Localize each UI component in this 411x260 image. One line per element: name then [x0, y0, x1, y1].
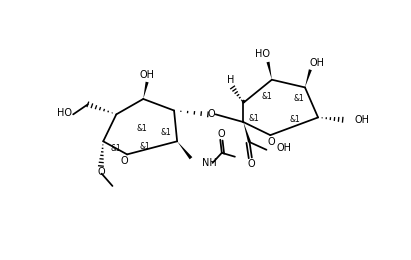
Text: &1: &1 [293, 94, 304, 103]
Polygon shape [243, 122, 251, 142]
Text: OH: OH [277, 143, 291, 153]
Text: H: H [227, 75, 235, 86]
Text: &1: &1 [139, 142, 150, 151]
Text: &1: &1 [249, 114, 259, 123]
Text: NH: NH [202, 158, 217, 168]
Polygon shape [305, 69, 312, 87]
Text: O: O [218, 129, 226, 139]
Text: O: O [247, 159, 255, 170]
Text: &1: &1 [111, 144, 122, 153]
Text: OH: OH [309, 58, 324, 68]
Text: HO: HO [255, 49, 270, 59]
Text: &1: &1 [161, 128, 172, 136]
Text: &1: &1 [261, 92, 272, 101]
Text: &1: &1 [136, 124, 147, 133]
Polygon shape [177, 141, 192, 159]
Text: HO: HO [57, 108, 72, 118]
Text: OH: OH [354, 115, 369, 125]
Polygon shape [266, 62, 272, 80]
Text: &1: &1 [290, 115, 300, 124]
Text: O: O [98, 167, 106, 177]
Text: O: O [121, 156, 129, 166]
Text: O: O [208, 109, 216, 119]
Text: OH: OH [140, 70, 155, 80]
Polygon shape [143, 82, 149, 99]
Text: O: O [267, 137, 275, 147]
